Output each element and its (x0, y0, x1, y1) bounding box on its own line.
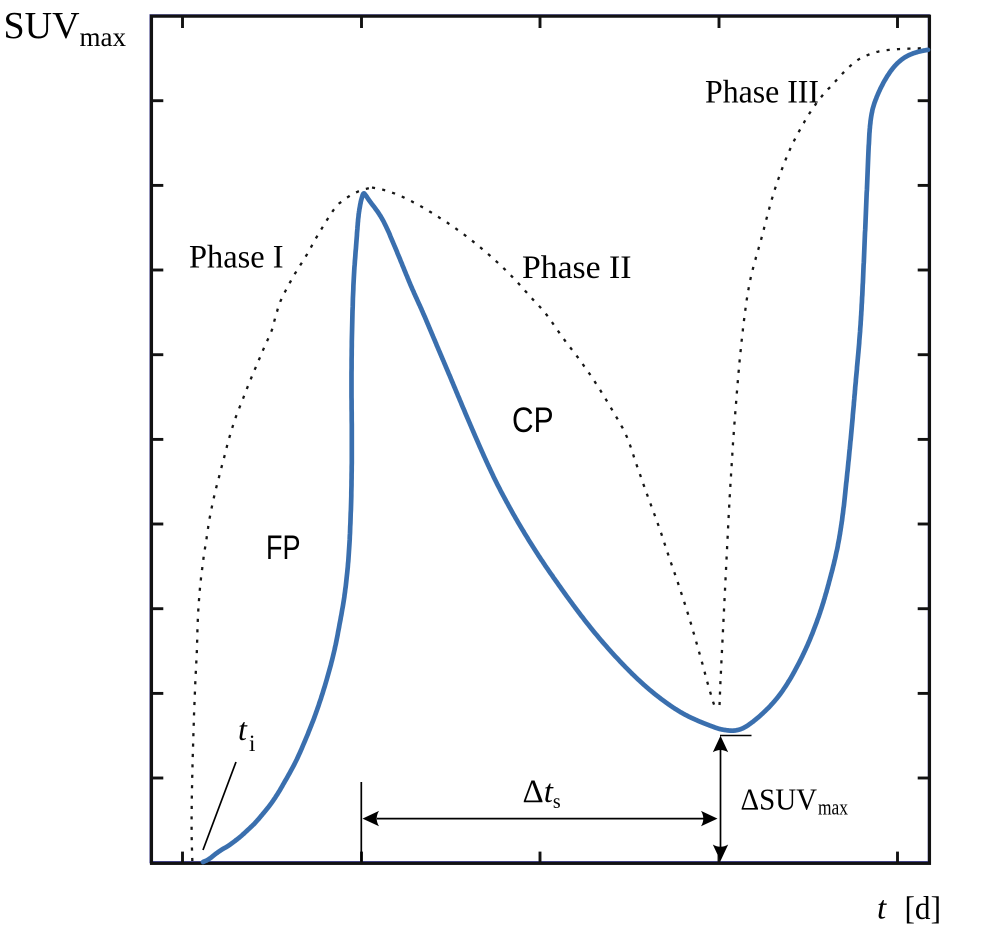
svg-text:FP: FP (266, 529, 301, 567)
svg-text:Phase III: Phase III (705, 74, 819, 110)
svg-text:Phase I: Phase I (189, 240, 284, 276)
svg-text:ΔSUV: ΔSUV (741, 782, 818, 817)
svg-text:t: t (877, 891, 887, 927)
svg-text:Phase II: Phase II (522, 250, 632, 286)
svg-text:t: t (238, 711, 248, 747)
svg-text:i: i (249, 731, 255, 756)
svg-text:CP: CP (512, 401, 554, 440)
svg-text:max: max (818, 795, 848, 820)
svg-text:[d]: [d] (905, 891, 942, 927)
